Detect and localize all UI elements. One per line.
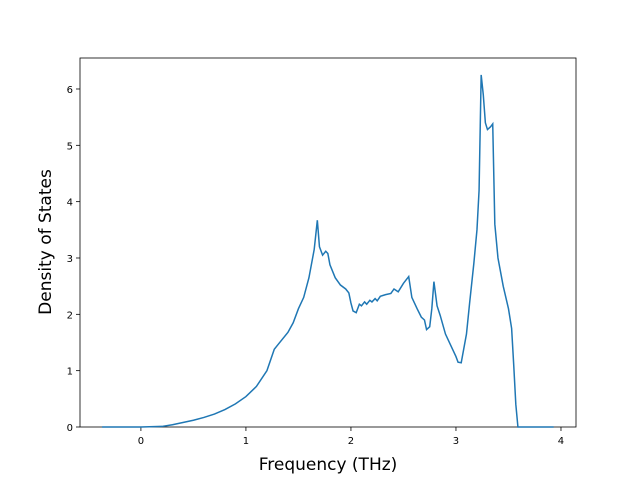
y-tick-label: 4: [67, 198, 73, 209]
y-axis-label: Density of States: [36, 169, 56, 315]
y-tick-label: 2: [67, 310, 73, 321]
y-tick-label: 5: [67, 141, 73, 152]
x-tick-label: 3: [453, 436, 459, 447]
x-tick-label: 4: [558, 436, 564, 447]
x-tick-label: 1: [243, 436, 249, 447]
y-tick-label: 3: [67, 254, 73, 265]
x-tick-label: 0: [138, 436, 144, 447]
x-axis-label: Frequency (THz): [259, 455, 398, 475]
y-tick-label: 1: [67, 367, 73, 378]
data-line: [102, 74, 554, 428]
x-tick-label: 2: [348, 436, 354, 447]
y-tick-label: 6: [67, 85, 73, 96]
y-tick-label: 0: [67, 423, 73, 434]
plot-frame: [79, 57, 577, 428]
